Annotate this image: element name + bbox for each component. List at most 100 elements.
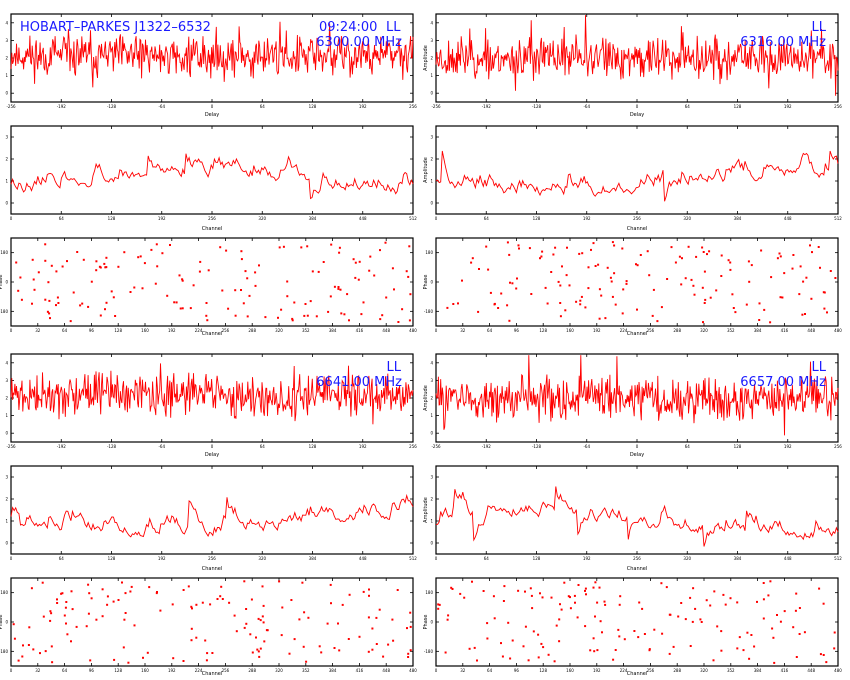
phase-point <box>337 286 340 288</box>
x-tick-label: 64 <box>59 556 65 561</box>
x-tick-label: 192 <box>359 444 367 449</box>
x-tick-label: 448 <box>359 216 367 221</box>
phase-point <box>528 247 531 250</box>
phase-point <box>529 587 532 590</box>
x-tick-label: -256 <box>431 104 441 109</box>
series-line <box>10 493 414 538</box>
phase-point <box>338 251 341 254</box>
y-tick-label: -180 <box>0 649 8 654</box>
phase-point <box>600 294 603 297</box>
x-tick-label: 64 <box>59 216 65 221</box>
y-tick-label: 0 <box>430 280 433 285</box>
phase-point <box>123 251 126 254</box>
y-tick-label: 1 <box>5 413 8 418</box>
phase-point <box>778 252 781 255</box>
phase-point <box>101 588 104 591</box>
x-tick-label: -128 <box>532 104 542 109</box>
plot-frame <box>10 353 414 443</box>
phase-point <box>596 649 599 652</box>
phase-point <box>169 244 171 246</box>
y-tick-label: 1 <box>5 519 8 524</box>
phase-point <box>565 274 568 277</box>
x-axis-label: Channel <box>627 331 648 337</box>
x-tick-label: 128 <box>108 556 116 561</box>
phase-point <box>148 586 151 589</box>
phase-point <box>672 645 675 648</box>
phase-point <box>732 307 735 309</box>
phase-point <box>181 307 184 310</box>
x-tick-label: 320 <box>275 328 283 333</box>
phase-point <box>763 308 766 311</box>
panel-channel-1-1: 0 64 128 192 256 320 384 448 512 0 1 2 3 Channel <box>5 125 417 232</box>
phase-point <box>590 248 592 251</box>
phase-point <box>438 603 441 606</box>
x-tick-label: 448 <box>807 668 815 673</box>
phase-point <box>106 595 109 598</box>
phase-point <box>767 594 770 597</box>
y-tick-label: 3 <box>430 378 433 383</box>
x-axis-label: Channel <box>627 566 648 572</box>
x-tick-label: 288 <box>248 328 256 333</box>
phase-point <box>56 598 58 601</box>
phase-point <box>604 603 607 606</box>
phase-point <box>522 645 525 648</box>
phase-point <box>477 310 480 313</box>
y-tick-label: 2 <box>5 157 8 162</box>
phase-point <box>21 655 24 658</box>
phase-point <box>701 286 704 289</box>
phase-point <box>625 282 628 285</box>
phase-point <box>795 656 798 658</box>
x-tick-label: 224 <box>620 668 628 673</box>
phase-point <box>818 587 821 590</box>
phase-point <box>637 636 640 639</box>
x-tick-label: -128 <box>532 444 542 449</box>
phase-point <box>95 269 98 272</box>
x-tick-label: 480 <box>409 328 417 333</box>
phase-point <box>235 630 238 633</box>
phase-point <box>603 600 606 603</box>
phase-point <box>368 594 370 597</box>
phase-point <box>220 585 223 588</box>
phase-point <box>748 657 751 660</box>
y-tick-label: 1 <box>430 519 433 524</box>
x-axis-label: Delay <box>630 452 644 458</box>
phase-point <box>122 646 125 649</box>
x-tick-label: -256 <box>6 444 16 449</box>
phase-point <box>124 612 127 614</box>
phase-point <box>581 252 584 255</box>
phase-point <box>123 618 126 621</box>
phase-point <box>554 246 557 249</box>
phase-point <box>348 319 350 322</box>
x-tick-label: 480 <box>834 668 842 673</box>
phase-point <box>758 302 761 305</box>
phase-point <box>46 310 49 313</box>
phase-point <box>32 278 35 281</box>
phase-point <box>823 307 826 310</box>
phase-point <box>541 250 544 253</box>
phase-point <box>251 651 254 654</box>
phase-point <box>611 295 614 298</box>
phase-point <box>666 278 669 280</box>
phase-point <box>392 639 395 642</box>
y-tick-label: 2 <box>430 396 433 401</box>
phase-point <box>106 603 109 606</box>
x-tick-label: 384 <box>754 328 762 333</box>
phase-point <box>406 627 408 630</box>
phase-point <box>307 616 310 619</box>
phase-point <box>444 651 447 654</box>
phase-point <box>561 265 563 268</box>
x-tick-label: 480 <box>834 328 842 333</box>
y-tick-label: 0 <box>430 91 433 96</box>
phase-point <box>409 625 412 628</box>
phase-point <box>792 254 795 256</box>
phase-point <box>756 600 758 603</box>
phase-point <box>461 279 463 282</box>
phase-point <box>724 603 727 606</box>
phase-point <box>181 279 184 282</box>
phase-point <box>64 606 67 609</box>
phase-point <box>669 613 672 616</box>
x-tick-label: 192 <box>583 556 591 561</box>
x-tick-label: 160 <box>566 328 574 333</box>
phase-point <box>166 294 169 297</box>
x-tick-label: 448 <box>382 668 390 673</box>
